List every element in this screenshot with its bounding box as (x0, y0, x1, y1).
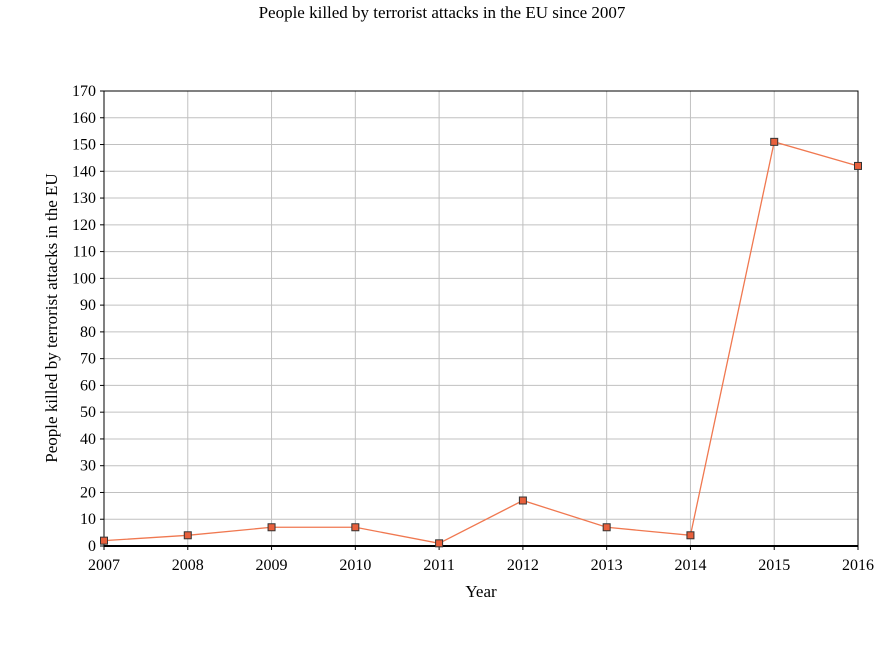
y-tick-label: 160 (72, 110, 96, 127)
data-point-marker (267, 523, 276, 532)
x-tick-label: 2007 (88, 557, 120, 574)
plot-area (103, 90, 859, 547)
x-tick-label: 2014 (674, 557, 706, 574)
data-point-marker (351, 523, 360, 532)
data-point-marker (183, 531, 192, 540)
data-point-marker (854, 161, 862, 170)
series-line-group (100, 137, 862, 548)
x-tick-label: 2015 (758, 557, 790, 574)
gridlines (103, 90, 859, 547)
x-tick-label: 2013 (591, 557, 623, 574)
y-tick-label: 140 (72, 163, 96, 180)
y-tick-label: 100 (72, 270, 96, 287)
x-tick-label: 2009 (256, 557, 288, 574)
data-point-marker (518, 496, 527, 505)
y-axis-ticks: 0 10 20 30 40 50 60 70 80 90 100 110 120 130 140 150 160… (72, 83, 104, 555)
y-tick-label: 30 (80, 458, 96, 475)
data-point-marker (770, 137, 779, 146)
y-tick-label: 50 (80, 404, 96, 421)
series-line (103, 141, 859, 545)
data-point-marker (602, 523, 611, 532)
y-tick-label: 110 (73, 244, 96, 261)
x-tick-label: 2016 (842, 557, 874, 574)
y-tick-label: 10 (80, 511, 96, 528)
y-tick-label: 70 (80, 351, 96, 368)
y-axis-label: People killed by terrorist attacks in th… (42, 173, 61, 462)
x-axis-ticks: 2007 2008 2009 2010 2011 2012 2013 2014 2015 2016 (88, 545, 874, 574)
x-tick-label: 2010 (339, 557, 371, 574)
y-tick-label: 130 (72, 190, 96, 207)
data-point-marker (100, 536, 108, 545)
y-tick-label: 170 (72, 83, 96, 100)
y-tick-label: 60 (80, 377, 96, 394)
chart-title: People killed by terrorist attacks in th… (258, 3, 626, 22)
data-point-marker (686, 531, 695, 540)
y-tick-label: 40 (80, 431, 96, 448)
x-axis-label: Year (465, 582, 497, 601)
y-tick-label: 0 (88, 538, 96, 555)
y-tick-label: 90 (80, 297, 96, 314)
data-point-marker (435, 539, 444, 548)
y-tick-label: 80 (80, 324, 96, 341)
y-tick-label: 120 (72, 217, 96, 234)
y-tick-label: 20 (80, 484, 96, 501)
y-tick-label: 150 (72, 137, 96, 154)
x-tick-label: 2012 (507, 557, 539, 574)
x-tick-label: 2008 (172, 557, 204, 574)
x-tick-label: 2011 (423, 557, 454, 574)
